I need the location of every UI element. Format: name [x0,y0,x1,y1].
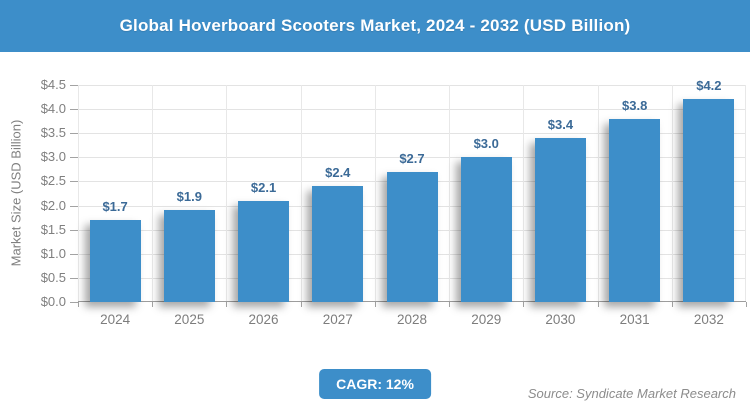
x-tick-label: 2032 [693,312,724,327]
v-gridline [78,85,79,301]
x-tick-label: 2024 [100,312,131,327]
y-axis-tick [70,277,78,279]
x-tick-label: 2028 [396,312,427,327]
x-tick-label: 2025 [174,312,205,327]
y-tick-label: $2.5 [40,173,66,189]
x-axis-tick [449,302,451,307]
bar [238,200,290,302]
bar-value-label: $1.7 [102,199,128,215]
v-gridline [449,85,451,301]
y-tick-label: $2.0 [40,197,66,213]
y-tick-label: $3.0 [40,149,66,165]
x-axis-tick [152,302,154,307]
bar [609,118,661,302]
bar-value-label: $4.2 [696,78,722,94]
x-axis-tick [226,302,228,307]
x-tick-label: 2030 [545,312,576,327]
chart-title-bar: Global Hoverboard Scooters Market, 2024 … [0,0,750,52]
x-axis-tick [597,302,599,307]
y-axis-tick [70,109,78,111]
source-note: Source: Syndicate Market Research [527,386,736,401]
y-tick-label: $0.5 [40,269,66,285]
bar-value-label: $2.1 [250,179,277,195]
bar-value-label: $3.4 [547,117,574,133]
bar [312,186,364,302]
h-gridline [78,133,746,135]
y-tick-label: $4.0 [40,101,66,117]
x-tick-label: 2027 [322,312,353,327]
h-gridline [78,157,746,159]
y-axis-tick [70,157,78,159]
y-axis-tick [70,85,78,86]
v-gridline [523,85,525,301]
chart-title: Global Hoverboard Scooters Market, 2024 … [119,16,631,35]
x-axis-tick [523,302,525,307]
y-tick-label: $3.5 [40,125,66,141]
bar-value-label: $2.4 [325,165,351,181]
x-axis-tick [300,302,302,307]
bar-value-label: $3.8 [622,97,648,113]
y-axis-tick [70,181,78,183]
y-tick-label: $1.5 [40,221,66,237]
v-gridline [300,85,302,301]
x-tick-label: 2029 [471,312,502,327]
v-gridline [597,85,599,301]
x-axis-tick [78,302,79,307]
bar [460,157,512,302]
y-tick-label: $4.5 [40,77,66,92]
v-gridline [152,85,154,301]
y-axis-tick [70,133,78,135]
h-gridline [78,85,746,86]
y-axis-tick [70,253,78,255]
bar-value-label: $3.0 [473,136,499,152]
bar-value-label: $2.7 [399,150,425,166]
x-tick-label: 2026 [248,312,279,327]
x-tick-label: 2031 [619,312,650,327]
y-axis-tick [70,302,78,303]
bar [163,210,215,302]
y-tick-label: $1.0 [40,245,66,261]
y-axis-tick [70,205,78,207]
x-axis-tick [746,302,747,307]
v-gridline [374,85,376,301]
v-gridline [226,85,228,301]
bar [534,138,586,302]
cagr-badge: CAGR: 12% [319,369,431,399]
y-tick-label: $0.0 [40,294,66,309]
plot-area: $1.7 $1.9 $2.1 $2.4 $2.7 $3.0 $3.4 $3.8 $4.2 [78,78,746,302]
bar [683,99,735,302]
v-gridline [671,85,673,301]
bar [89,220,141,302]
bar [386,171,438,302]
h-gridline [78,109,746,111]
x-axis-tick [374,302,376,307]
v-gridline [745,85,746,301]
y-axis-tick [70,229,78,231]
bar-value-label: $1.9 [176,189,202,205]
x-axis-tick [671,302,673,307]
